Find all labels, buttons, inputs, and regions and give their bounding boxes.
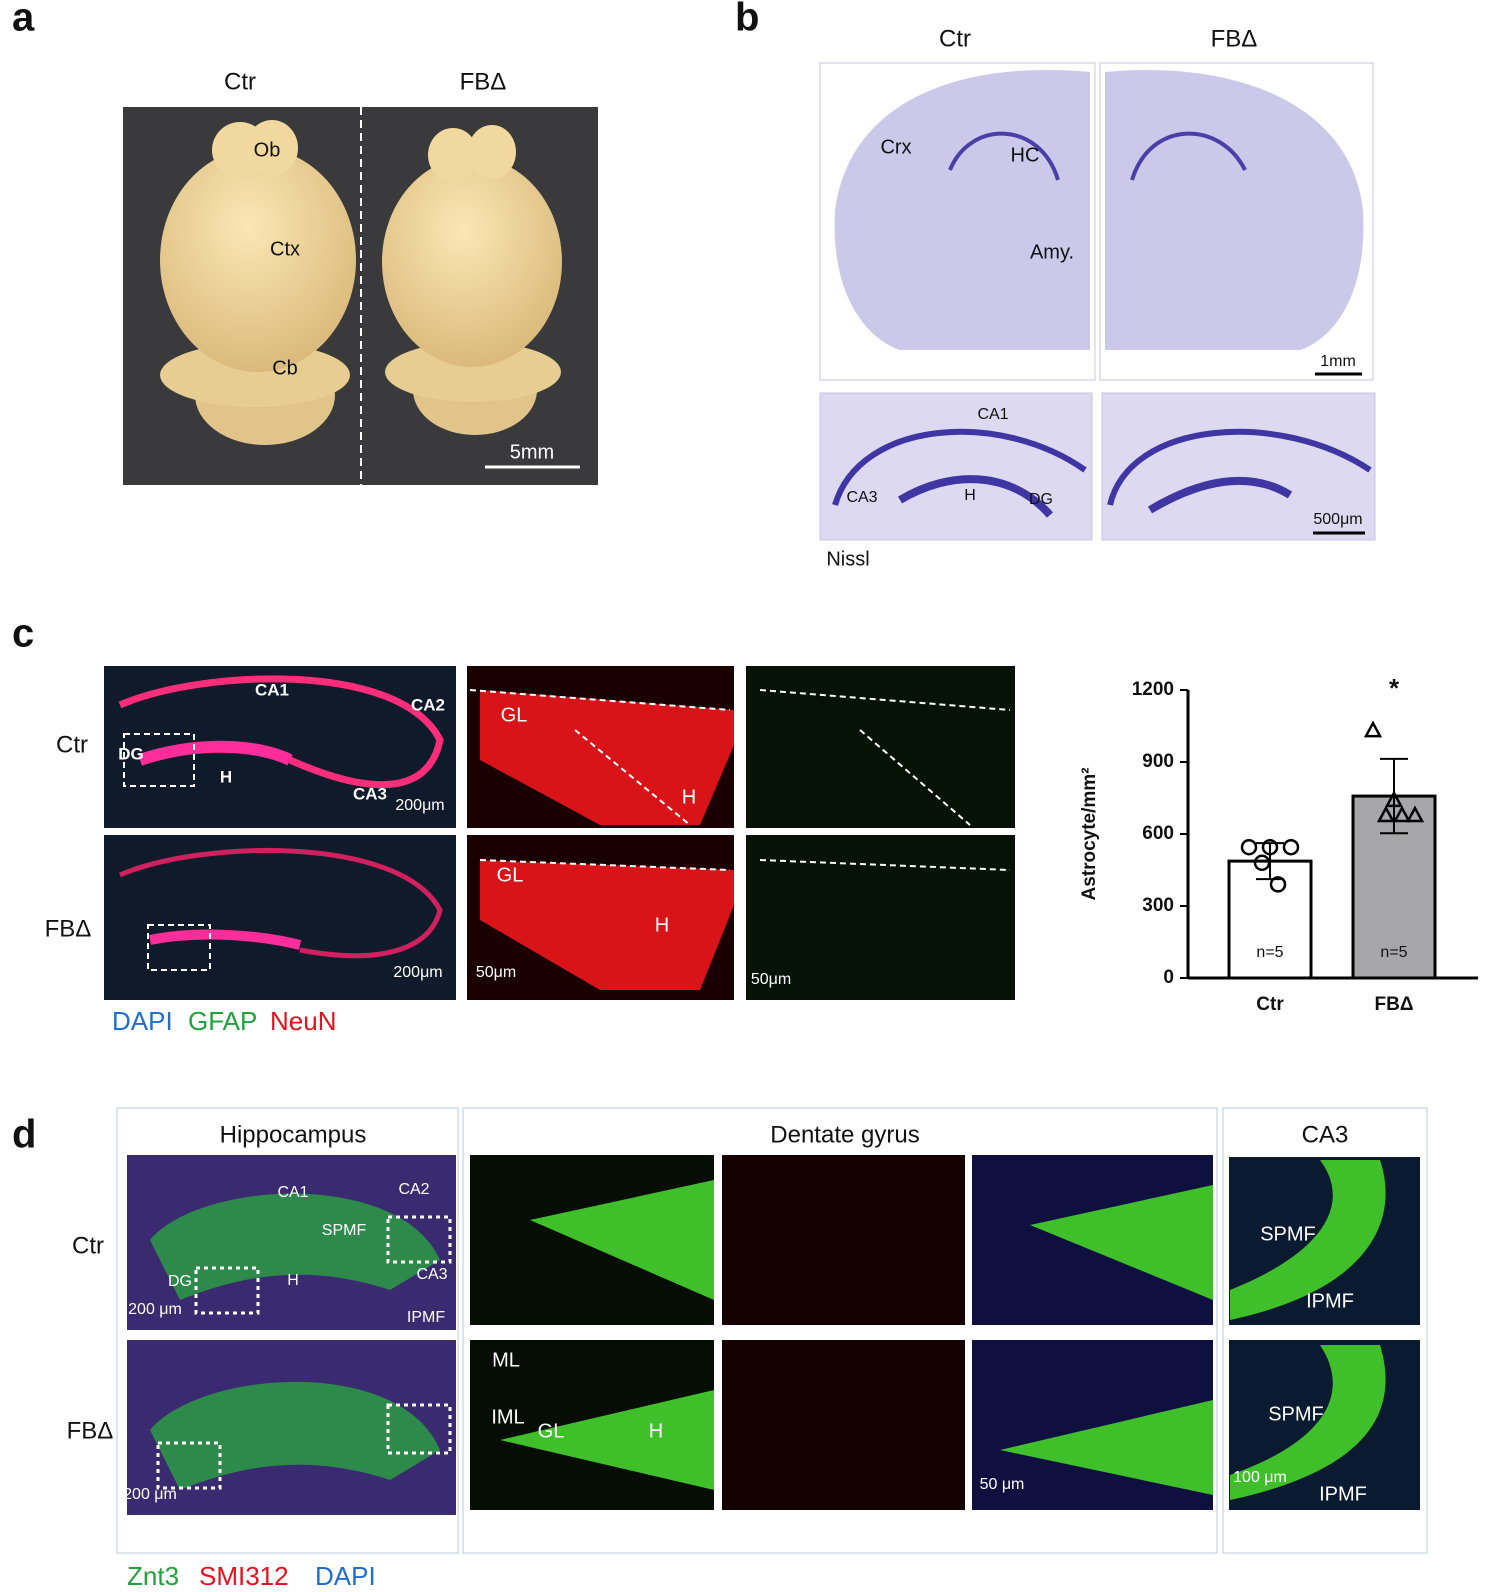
panel-label: c: [12, 612, 34, 656]
layer-label: ML: [492, 1349, 520, 1371]
y-tick-label: 0: [1163, 967, 1174, 988]
x-tick-label: FBΔ: [1375, 994, 1414, 1015]
region-label: SPMF: [1260, 1223, 1316, 1245]
scale-label: 1mm: [1320, 353, 1356, 370]
scale-label: 200μm: [395, 797, 444, 814]
region-label: H: [287, 1272, 299, 1289]
column-label: FBΔ: [460, 68, 507, 95]
region-label: H: [964, 487, 976, 504]
scale-label: 200μm: [393, 964, 442, 981]
column-label: Ctr: [224, 68, 256, 95]
stain-label: Nissl: [826, 548, 869, 570]
region-label: Crx: [880, 136, 911, 158]
region-label: Ctx: [270, 238, 300, 260]
region-label: HC: [1011, 144, 1040, 166]
layer-label: GL: [497, 864, 524, 886]
region-label: CA2: [398, 1181, 429, 1198]
row-label: FBΔ: [45, 915, 92, 942]
data-point: [1363, 720, 1383, 738]
region-label: CA3: [846, 489, 877, 506]
y-tick-label: 600: [1142, 823, 1174, 844]
region-label: SPMF: [322, 1222, 367, 1239]
data-point: [1240, 838, 1258, 856]
region-label: IPMF: [1306, 1290, 1354, 1312]
region-label: DG: [118, 744, 144, 763]
region-label: CA3: [416, 1266, 447, 1283]
data-point: [1282, 838, 1300, 856]
nissl-images: [819, 62, 1376, 541]
data-point: [1384, 790, 1404, 808]
scale-label: 50 μm: [980, 1476, 1025, 1493]
scale-label: 50μm: [476, 964, 516, 981]
layer-label: IML: [491, 1406, 524, 1428]
column-label: Ctr: [939, 25, 971, 52]
region-label: SPMF: [1268, 1403, 1324, 1425]
y-tick-label: 1200: [1132, 679, 1174, 700]
scale-label: 200 μm: [123, 1486, 177, 1503]
panel-label: a: [12, 0, 35, 40]
region-label: IPMF: [1319, 1483, 1367, 1505]
panel-label: b: [735, 0, 759, 40]
region-label: CA1: [277, 1184, 308, 1201]
data-point: [1405, 805, 1425, 823]
region-label: Ob: [254, 139, 281, 161]
region-label: DG: [1029, 491, 1053, 508]
scale-label: 500μm: [1313, 511, 1362, 528]
stain-label: SMI312: [199, 1561, 289, 1591]
region-label: CA1: [977, 406, 1008, 423]
data-point: [1269, 876, 1287, 893]
bar: [1227, 859, 1313, 980]
significance: *: [1389, 673, 1400, 703]
scale-label: 50μm: [751, 971, 791, 988]
brain-ctr: [160, 120, 356, 445]
stain-label: DAPI: [112, 1006, 173, 1036]
column-label: FBΔ: [1211, 25, 1258, 52]
y-axis-label: Astrocyte/mm²: [1079, 767, 1100, 900]
section-title: Dentate gyrus: [770, 1121, 919, 1148]
section-title: Hippocampus: [220, 1121, 367, 1148]
data-point: [1253, 854, 1271, 872]
y-tick-label: 900: [1142, 751, 1174, 772]
brain-fbd: [382, 125, 562, 435]
stain-label: DAPI: [315, 1561, 376, 1591]
row-label: FBΔ: [67, 1417, 114, 1444]
region-label: H: [220, 767, 232, 786]
section-title: CA3: [1302, 1121, 1349, 1148]
row-label: Ctr: [72, 1232, 104, 1259]
layer-label: GL: [538, 1420, 565, 1442]
region-label: IPMF: [407, 1309, 445, 1326]
region-label: Cb: [272, 357, 298, 379]
region-label: CA3: [353, 784, 387, 803]
region-label: DG: [168, 1273, 192, 1290]
row-label: Ctr: [56, 731, 88, 758]
layer-label: H: [649, 1420, 663, 1442]
region-label: Amy.: [1030, 241, 1074, 263]
scale-label: 100 μm: [1233, 1469, 1287, 1486]
sample-size: n=5: [1380, 944, 1407, 961]
region-label: CA2: [411, 695, 445, 714]
region-label: CA1: [255, 680, 289, 699]
scale-label: 200 μm: [128, 1301, 182, 1318]
stain-label: NeuN: [270, 1006, 336, 1036]
panel-d-images: [116, 1107, 1428, 1554]
layer-label: H: [682, 786, 696, 808]
stain-label: Znt3: [127, 1561, 179, 1591]
data-point: [1261, 838, 1279, 856]
data-point: [1376, 805, 1396, 823]
layer-label: H: [655, 914, 669, 936]
x-tick-label: Ctr: [1256, 994, 1284, 1015]
layer-label: GL: [501, 704, 528, 726]
stain-label: GFAP: [188, 1006, 257, 1036]
y-tick-label: 300: [1142, 895, 1174, 916]
data-point: [1392, 805, 1412, 823]
fluorescence-images: [104, 666, 1015, 1000]
sample-size: n=5: [1256, 944, 1283, 961]
panel-label: d: [12, 1113, 36, 1157]
scale-label: 5mm: [510, 441, 554, 463]
